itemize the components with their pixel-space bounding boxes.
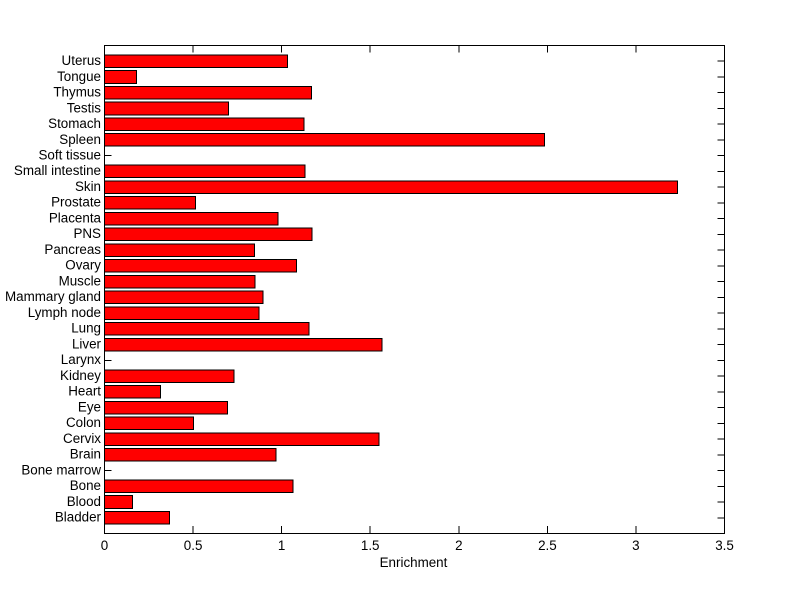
svg-text:Ovary: Ovary <box>65 258 101 273</box>
svg-text:Eye: Eye <box>78 399 101 414</box>
svg-text:2.5: 2.5 <box>538 538 557 553</box>
svg-text:Bone: Bone <box>70 478 101 493</box>
svg-text:Muscle: Muscle <box>59 273 101 288</box>
svg-text:Testis: Testis <box>67 100 102 115</box>
svg-text:Enrichment: Enrichment <box>380 555 448 570</box>
svg-text:Stomach: Stomach <box>48 116 101 131</box>
svg-text:Uterus: Uterus <box>62 53 102 68</box>
svg-text:Cervix: Cervix <box>63 431 101 446</box>
svg-text:Blood: Blood <box>67 494 101 509</box>
svg-text:1.5: 1.5 <box>361 538 380 553</box>
svg-text:PNS: PNS <box>73 226 101 241</box>
svg-text:Spleen: Spleen <box>59 132 101 147</box>
svg-text:Bladder: Bladder <box>55 510 102 525</box>
svg-text:1: 1 <box>278 538 285 553</box>
svg-text:Lung: Lung <box>71 321 101 336</box>
svg-text:2: 2 <box>455 538 462 553</box>
svg-text:Kidney: Kidney <box>60 368 101 383</box>
svg-text:Placenta: Placenta <box>49 211 102 226</box>
svg-text:Larynx: Larynx <box>61 352 101 367</box>
svg-text:Tongue: Tongue <box>57 69 101 84</box>
svg-text:Small intestine: Small intestine <box>14 163 101 178</box>
svg-text:3: 3 <box>632 538 639 553</box>
svg-text:Colon: Colon <box>66 415 101 430</box>
svg-text:Skin: Skin <box>75 179 101 194</box>
svg-text:Prostate: Prostate <box>51 195 101 210</box>
svg-text:Soft tissue: Soft tissue <box>38 148 101 163</box>
svg-text:0.5: 0.5 <box>184 538 203 553</box>
svg-text:Mammary gland: Mammary gland <box>5 289 101 304</box>
svg-text:Pancreas: Pancreas <box>44 242 101 257</box>
svg-text:3.5: 3.5 <box>715 538 734 553</box>
svg-text:Brain: Brain <box>70 447 101 462</box>
svg-text:Bone marrow: Bone marrow <box>21 462 101 477</box>
svg-text:Thymus: Thymus <box>53 85 101 100</box>
svg-text:0: 0 <box>101 538 108 553</box>
svg-text:Heart: Heart <box>68 384 101 399</box>
svg-text:Lymph node: Lymph node <box>28 305 101 320</box>
svg-text:Liver: Liver <box>72 336 102 351</box>
